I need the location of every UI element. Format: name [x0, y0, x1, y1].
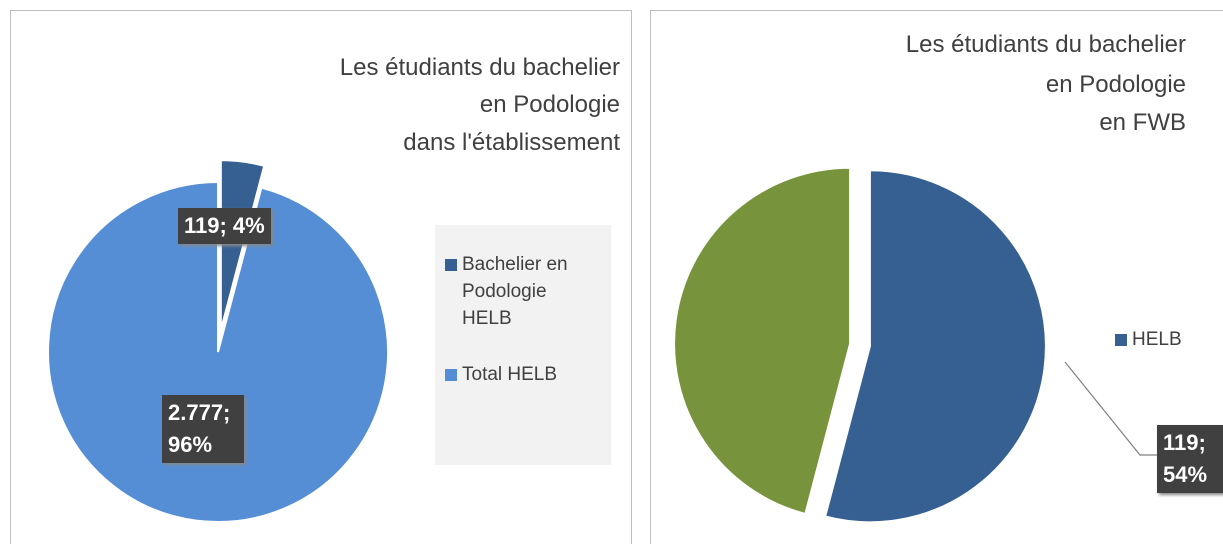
chart-panel	[650, 10, 1223, 544]
pie-slice	[47, 180, 389, 523]
pie-slice	[219, 159, 266, 331]
chart-title: en Podologie	[480, 91, 620, 118]
legend-label: Bachelier en Podologie HELB	[462, 254, 568, 329]
chart-title: Les étudiants du bachelier	[340, 54, 620, 81]
legend-swatch	[445, 369, 457, 381]
chart-title: en Podologie	[1046, 71, 1186, 98]
legend-box	[435, 225, 611, 465]
data-label: 119; 4%	[178, 208, 271, 244]
legend-label: Total HELB	[462, 364, 558, 385]
legend-swatch	[445, 259, 457, 271]
chart-title: Les étudiants du bachelier	[906, 31, 1186, 58]
chart-panel	[10, 10, 632, 544]
legend-label: HELB	[1132, 329, 1182, 350]
leader-line	[1064, 361, 1157, 456]
data-label: 2.777; 96%	[162, 395, 244, 463]
pie-slice	[823, 169, 1047, 524]
chart-title: dans l'établissement	[403, 129, 620, 156]
legend-swatch	[1115, 334, 1127, 346]
chart-title: en FWB	[1099, 109, 1186, 136]
pie-slice	[673, 166, 852, 516]
data-label: 119; 54%	[1157, 425, 1223, 493]
